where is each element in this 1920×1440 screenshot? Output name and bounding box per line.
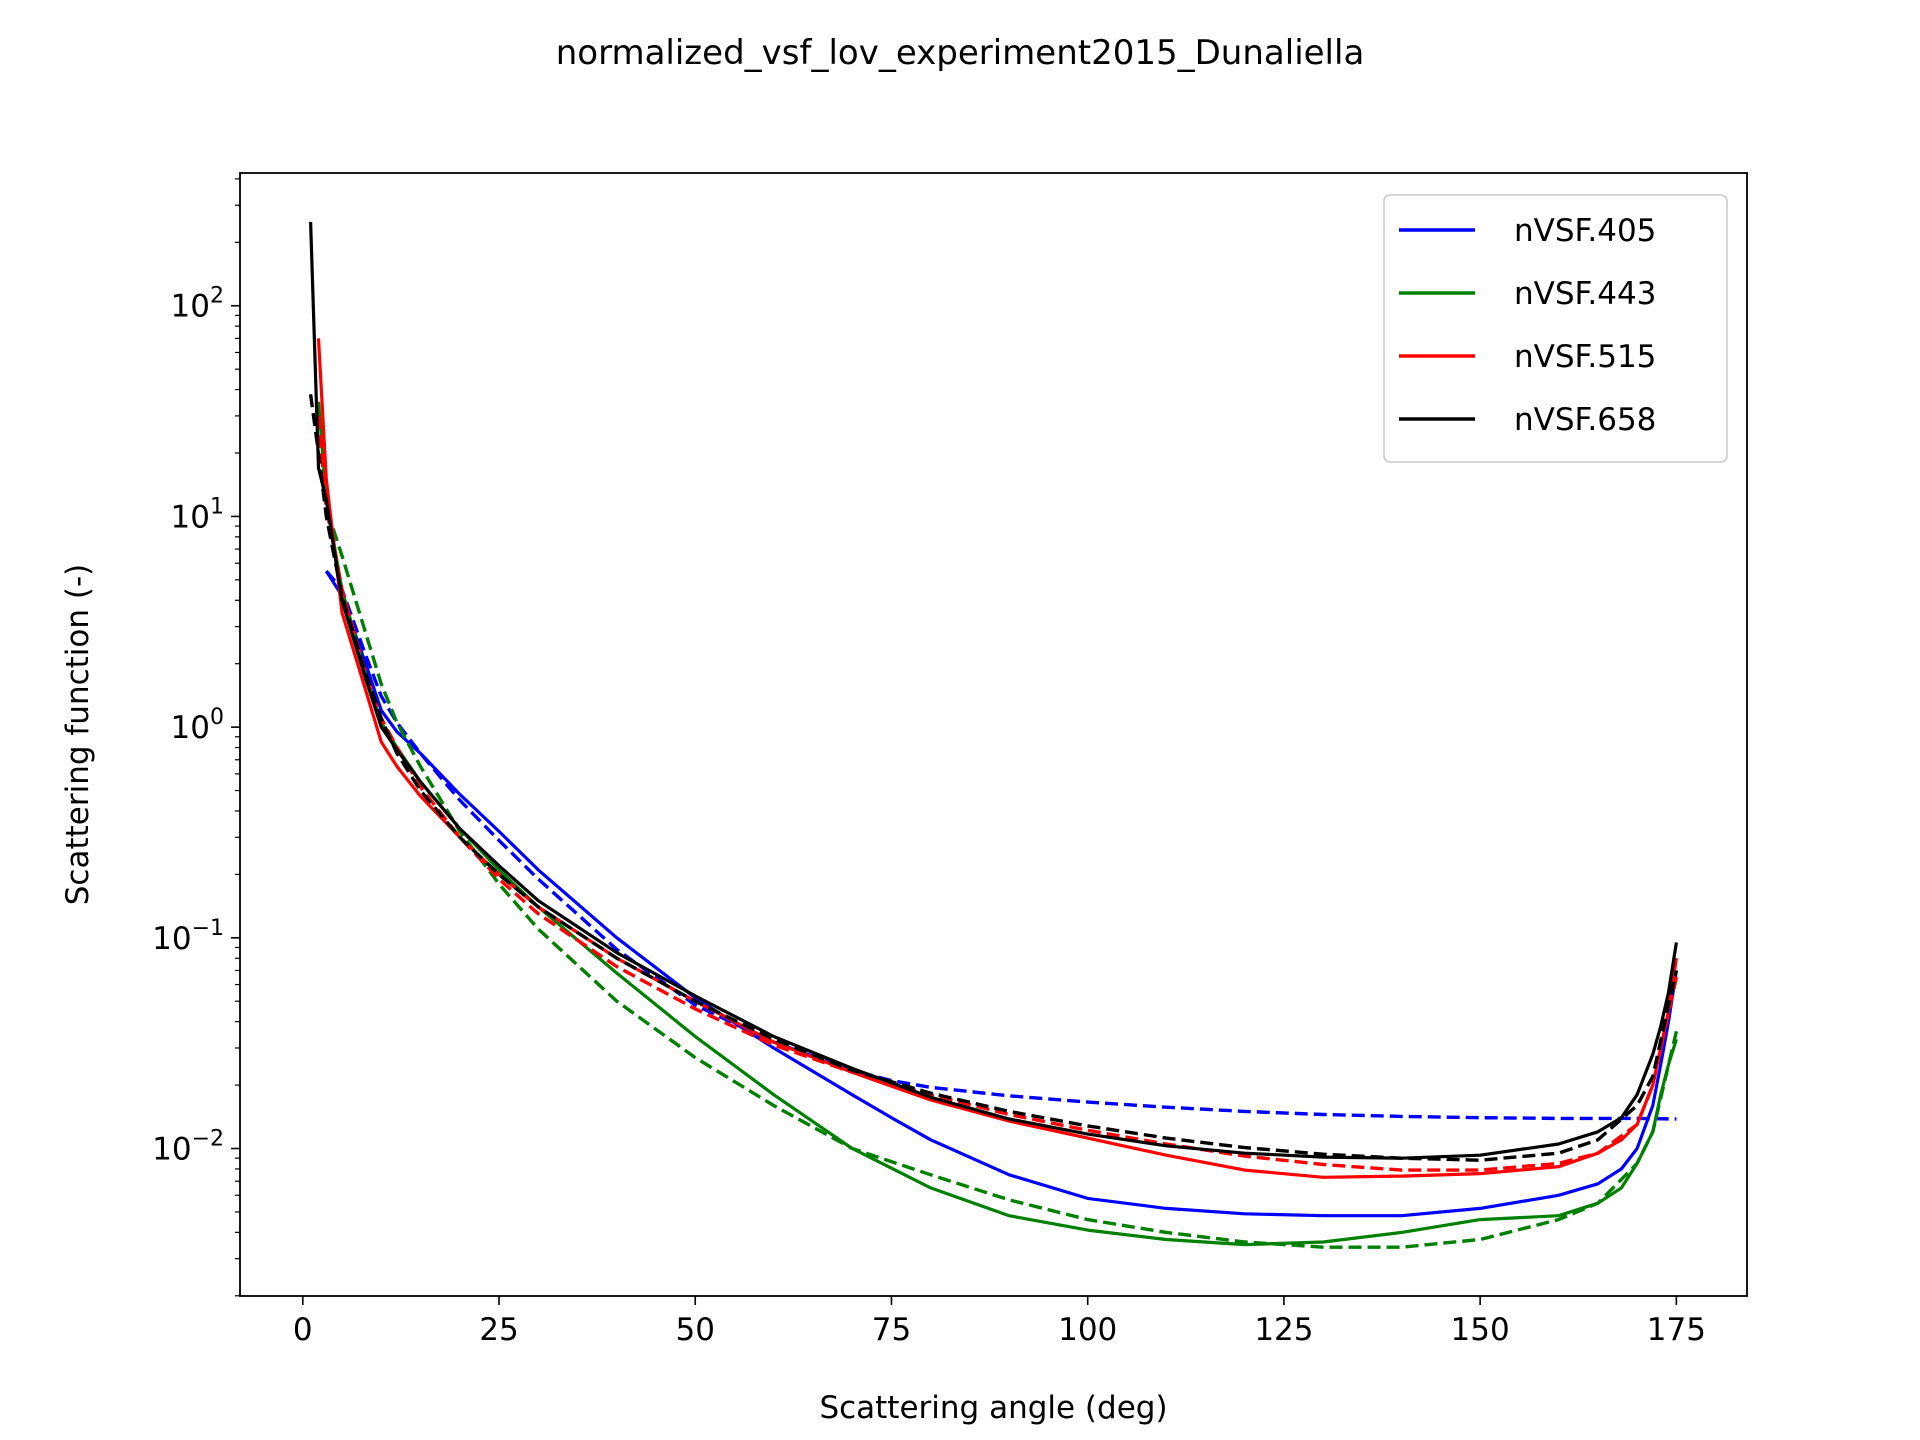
chart-title: normalized_vsf_lov_experiment2015_Dunali… [556, 33, 1365, 73]
plot-frame [239, 172, 1748, 1297]
legend-label: nVSF.443 [1514, 276, 1656, 312]
x-tick-label: 175 [1647, 1312, 1706, 1348]
y-tick-exponent: 2 [210, 284, 224, 309]
legend-label: nVSF.405 [1514, 213, 1656, 249]
x-tick-label: 100 [1058, 1312, 1117, 1348]
y-tick-label: 10−2 [152, 1127, 224, 1168]
y-tick-base: 10 [152, 921, 191, 957]
y-tick-label: 102 [171, 284, 224, 325]
y-tick-label: 100 [171, 705, 224, 746]
y-tick-base: 10 [171, 289, 210, 325]
plot-area [239, 172, 1748, 1297]
y-tick-exponent: −2 [192, 1127, 224, 1152]
x-tick-label: 125 [1254, 1312, 1313, 1348]
series-line-nvsf-658 [309, 221, 1678, 1160]
x-axis: 0 25 50 75 100 125 150 175 [293, 1296, 1706, 1348]
y-axis-label: Scattering function (-) [60, 564, 96, 906]
x-tick-label: 50 [676, 1312, 715, 1348]
x-tick-label: 0 [293, 1312, 313, 1348]
legend: nVSF.405 nVSF.443 nVSF.515 nVSF.658 [1383, 194, 1728, 463]
legend-label: nVSF.658 [1514, 402, 1656, 438]
y-tick-exponent: 0 [210, 705, 224, 730]
x-axis-label: Scattering angle (deg) [819, 1390, 1167, 1426]
legend-label: nVSF.515 [1514, 339, 1656, 375]
series-line-nvsf-515 [316, 338, 1678, 1179]
legend-box [1383, 194, 1728, 463]
y-tick-exponent: 1 [210, 494, 224, 519]
y-tick-base: 10 [171, 499, 210, 535]
x-tick-label: 150 [1451, 1312, 1510, 1348]
y-tick-label: 101 [171, 494, 224, 535]
x-tick-label: 25 [479, 1312, 518, 1348]
series-group [308, 221, 1679, 1249]
y-tick-base: 10 [171, 710, 210, 746]
y-tick-base: 10 [152, 1132, 191, 1168]
series-line-nvsf-515-fit [316, 415, 1679, 1172]
y-tick-exponent: −1 [192, 916, 224, 941]
x-tick-label: 75 [872, 1312, 911, 1348]
y-tick-label: 10−1 [152, 916, 224, 957]
series-line-nvsf-443-fit [316, 415, 1679, 1249]
series-line-nvsf-658-fit [308, 394, 1679, 1162]
